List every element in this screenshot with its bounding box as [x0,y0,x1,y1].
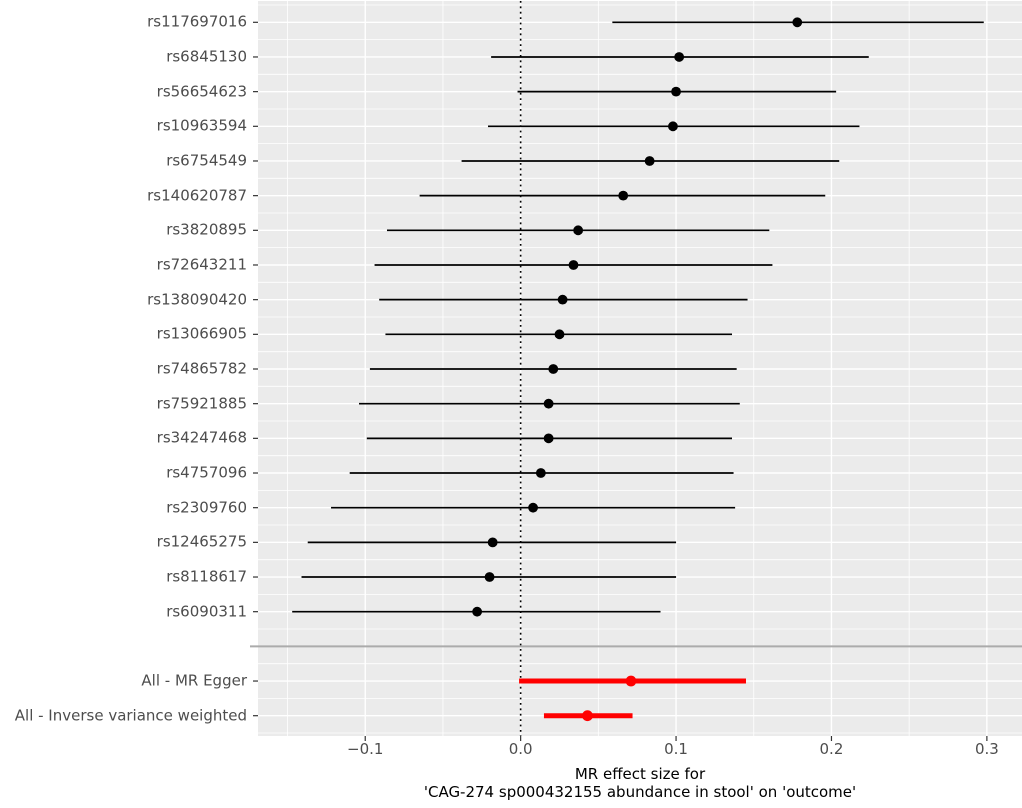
y-axis-label-snp: rs117697016 [147,12,247,31]
point-estimate [671,86,681,97]
y-axis-labels: rs117697016 rs6845130 rs56654623 rs10963594… [0,0,247,740]
point-estimate [668,121,678,132]
y-axis-label-snp: rs13066905 [156,324,247,343]
point-estimate [557,294,568,305]
y-axis-label-snp: rs74865782 [156,359,247,378]
point-estimate [554,329,565,340]
point-estimate [543,433,554,444]
point-estimate [548,364,559,374]
point-estimate [573,225,584,236]
x-axis-title-line1: MR effect size for [574,765,706,783]
x-axis-title-line2: 'CAG-274 sp000432155 abundance in stool'… [423,783,857,802]
x-axis-tick-label: 0.1 [664,740,688,758]
point-estimate [543,398,554,409]
point-estimate [535,468,546,478]
x-axis-tick-label: −0.1 [347,740,384,758]
point-estimate [472,606,483,617]
y-axis-label-snp: rs75921885 [156,394,247,413]
x-axis-tick-label: 0.3 [974,740,999,758]
y-axis-label-snp: rs6754549 [166,151,247,170]
y-axis-label-snp: rs2309760 [166,498,247,517]
y-axis-label-snp: rs140620787 [147,186,247,205]
point-estimate-all [582,710,593,722]
y-axis-label-snp: rs56654623 [156,82,247,101]
y-axis-label-snp: rs6090311 [166,602,247,621]
y-axis-label-snp: rs12465275 [156,532,247,551]
y-axis-label-snp: rs10963594 [156,116,247,135]
point-estimate [618,190,629,201]
point-estimate [528,502,538,513]
y-axis-label-snp: rs4757096 [166,463,247,482]
x-axis-tick-label: 0.0 [508,740,533,758]
y-axis-label-snp: rs6845130 [166,47,247,66]
y-axis-label-snp: rs138090420 [147,290,247,309]
point-estimate [644,156,655,166]
y-axis-label-snp: rs72643211 [156,255,247,274]
y-axis-label-all: All - Inverse variance weighted [14,706,247,725]
y-axis-label-all: All - MR Egger [141,671,247,690]
x-axis-tick-label: 0.2 [819,740,844,758]
point-estimate [674,52,685,62]
point-estimate [484,572,495,582]
x-axis-tick-labels: −0.1 0.0 0.1 0.2 0.3 [0,742,1022,762]
y-axis-label-snp: rs8118617 [166,567,247,586]
y-axis-label-snp: rs3820895 [166,220,247,239]
point-estimate [568,260,579,270]
x-axis-title: MR effect size for 'CAG-274 sp000432155 … [258,765,1022,802]
point-estimate [487,537,498,548]
y-axis-label-snp: rs34247468 [156,428,247,447]
point-estimate [792,17,803,28]
point-estimate-all [625,675,637,687]
